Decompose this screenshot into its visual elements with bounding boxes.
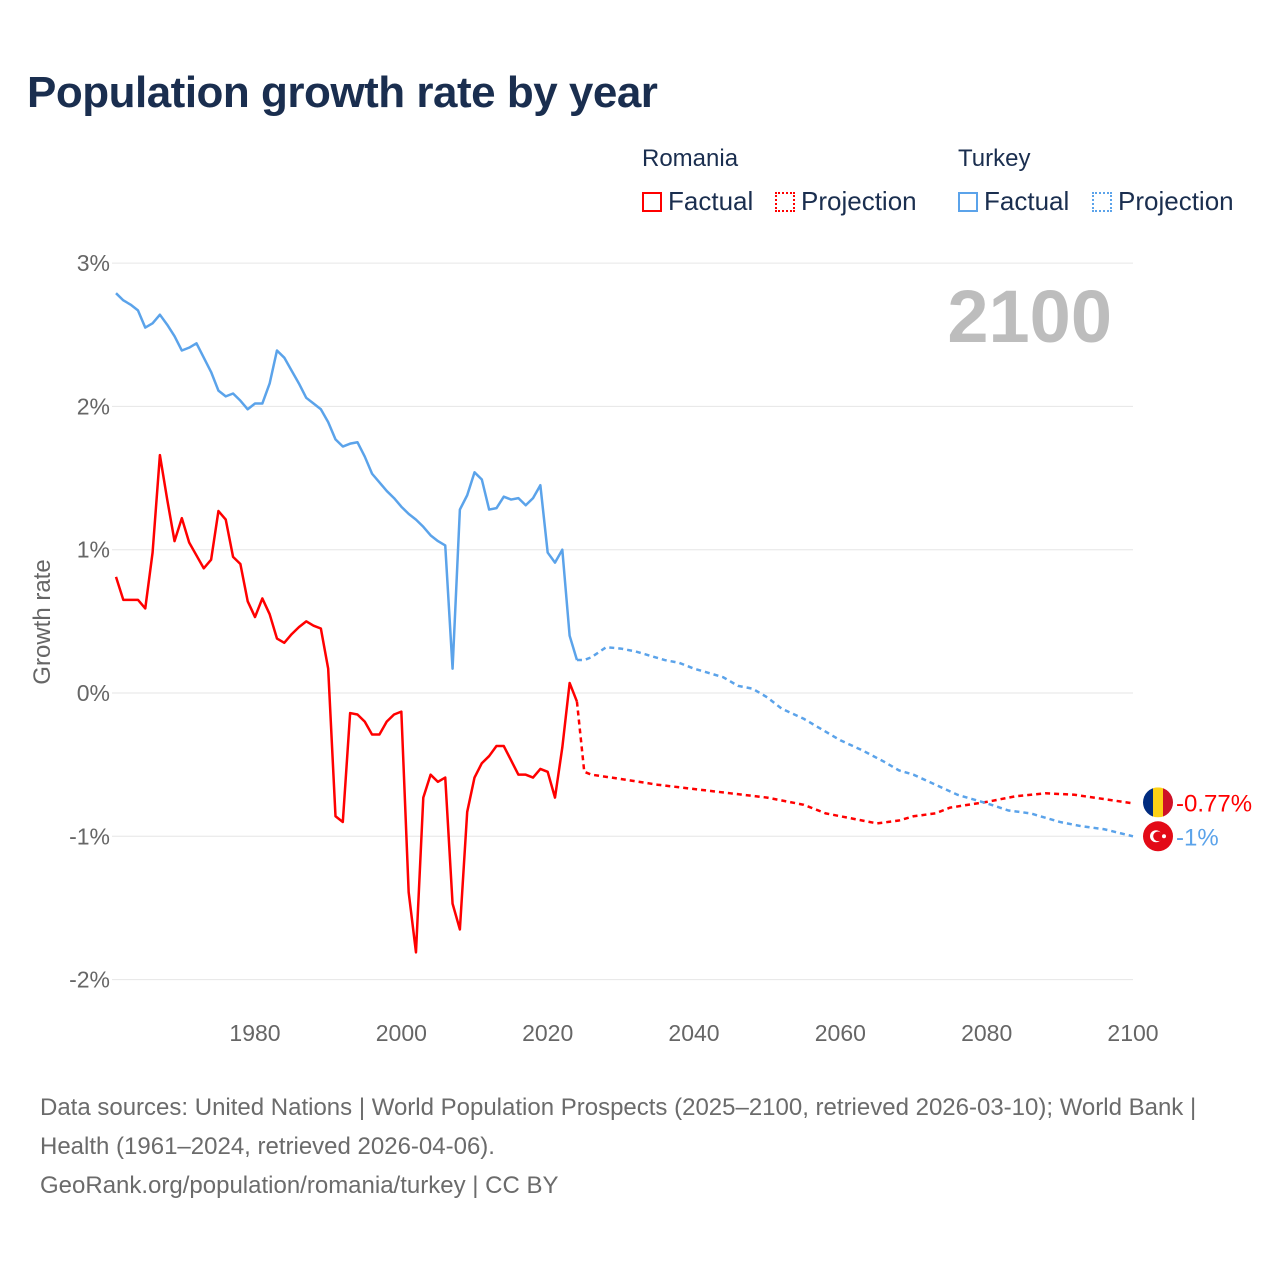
romania-factual-line — [114, 453, 579, 954]
x-tick-label: 2020 — [522, 1020, 573, 1046]
x-tick-label: 2060 — [815, 1020, 866, 1046]
y-tick-label: -2% — [69, 967, 110, 993]
y-axis-ticks: 3% 2% 1% 0% -1% -2% — [69, 250, 110, 993]
line-chart: 3% 2% 1% 0% -1% -2% 1980 2000 2020 2040 2060 2080 2… — [29, 250, 1252, 1046]
x-tick-label: 2080 — [961, 1020, 1012, 1046]
footer: Data sources: United Nations | World Pop… — [40, 1088, 1240, 1205]
x-tick-label: 2100 — [1107, 1020, 1158, 1046]
x-tick-label: 2000 — [376, 1020, 427, 1046]
legend-swatch-solid — [958, 191, 978, 212]
end-labels: -0.77% -1% — [1143, 787, 1252, 852]
legend-romania-projection[interactable]: Projection — [775, 186, 917, 217]
legend-label: Factual — [984, 186, 1070, 216]
y-axis-label: Growth rate — [29, 559, 56, 684]
turkey-projection-line — [576, 645, 1134, 838]
flag-stripes — [1143, 787, 1173, 818]
turkey-end-label: -1% — [1176, 824, 1219, 851]
series-lines — [114, 292, 1134, 954]
star — [1162, 834, 1166, 839]
legend-label: Projection — [801, 186, 917, 216]
legend-swatch-dotted — [1092, 191, 1112, 212]
crescent-inner — [1153, 831, 1163, 842]
chart-title: Population growth rate by year — [27, 68, 658, 117]
y-tick-label: -1% — [69, 823, 110, 849]
romania-end-label: -0.77% — [1176, 790, 1252, 817]
turkey-flag-icon — [1143, 821, 1173, 852]
legend-label: Projection — [1118, 186, 1234, 216]
turkey-factual-line — [115, 292, 579, 670]
legend-country-turkey: Turkey — [958, 145, 1031, 172]
romania-flag-icon — [1143, 787, 1173, 818]
legend-label: Factual — [668, 186, 754, 216]
credit-link[interactable]: GeoRank.org/population/romania/turkey | … — [40, 1172, 559, 1199]
x-axis-ticks: 1980 2000 2020 2040 2060 2080 2100 — [229, 1020, 1158, 1046]
legend-turkey-factual[interactable]: Factual — [958, 186, 1069, 217]
y-tick-label: 0% — [77, 680, 110, 706]
y-tick-label: 2% — [77, 393, 110, 419]
year-watermark: 2100 — [947, 275, 1112, 358]
legend-swatch-dotted — [775, 191, 795, 212]
romania-projection-line — [575, 701, 1134, 825]
y-tick-label: 3% — [77, 250, 110, 276]
y-tick-label: 1% — [77, 537, 110, 563]
stripe-blue — [1143, 787, 1153, 818]
legend-romania-factual[interactable]: Factual — [642, 186, 753, 217]
legend-swatch-solid — [642, 191, 662, 212]
x-tick-label: 2040 — [668, 1020, 719, 1046]
legend-turkey-projection[interactable]: Projection — [1092, 186, 1234, 217]
x-tick-label: 1980 — [229, 1020, 280, 1046]
gridlines — [112, 262, 1133, 981]
data-sources: Data sources: United Nations | World Pop… — [40, 1094, 1197, 1160]
legend-country-romania: Romania — [642, 145, 739, 172]
stripe-red — [1163, 787, 1173, 818]
stripe-yellow — [1153, 787, 1163, 818]
